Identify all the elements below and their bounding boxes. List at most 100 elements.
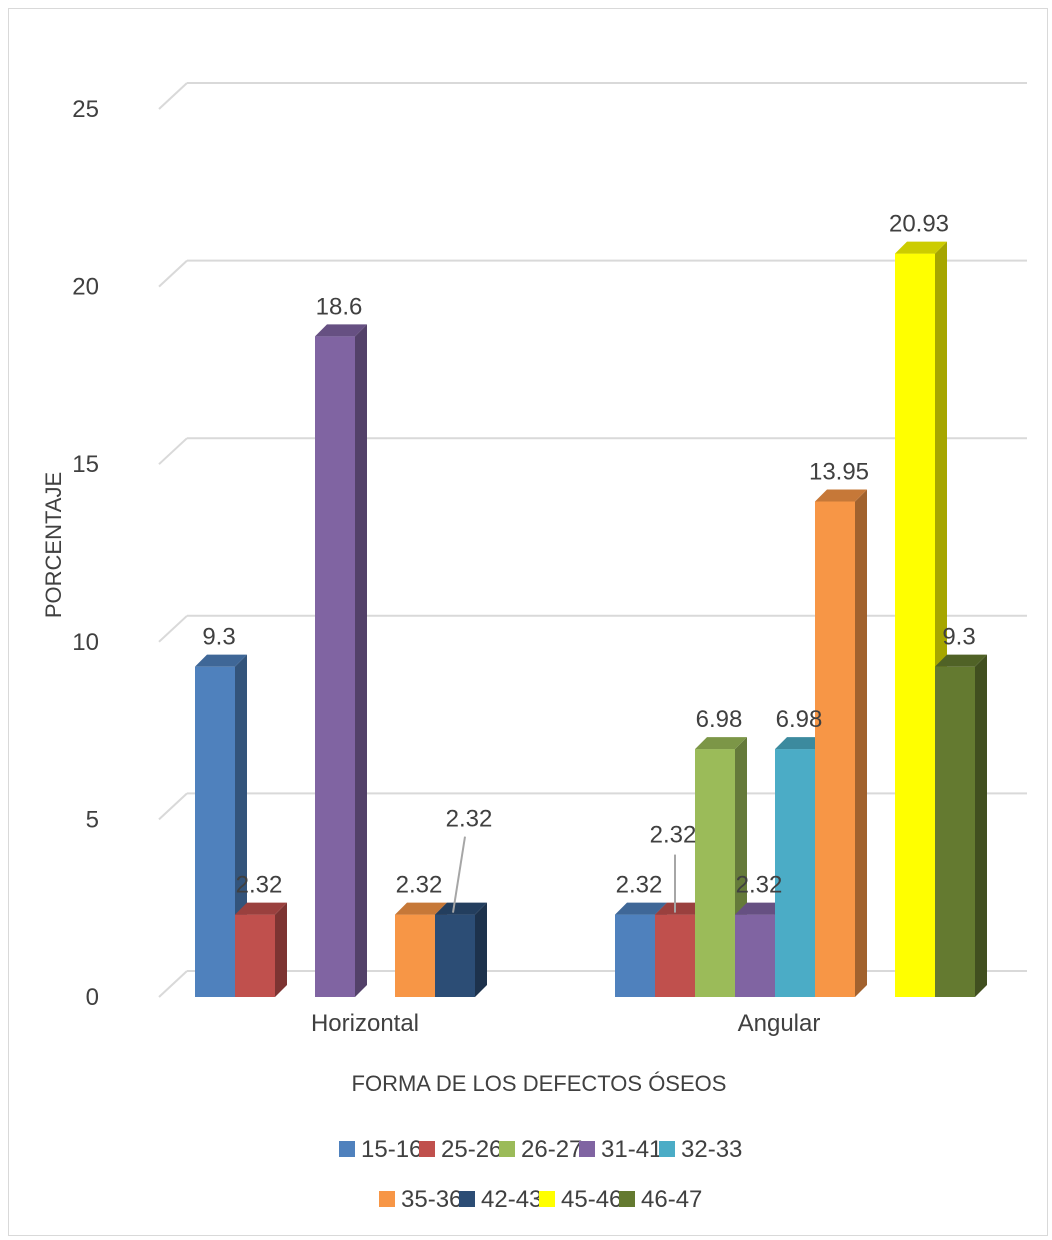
legend-label: 45-46 [561,1186,622,1213]
bar-top [775,737,827,750]
bar [435,902,487,997]
gridline-depth [158,437,188,465]
gridline-depth [158,615,188,643]
data-label: 9.3 [202,624,235,651]
bar-side [475,902,487,997]
bar-top [195,654,247,667]
bar-top [435,902,487,915]
bar [235,902,287,997]
bar-side [275,902,287,997]
bar-top [695,737,747,750]
bar [315,324,367,997]
data-label: 13.95 [809,458,869,485]
bar-front [395,914,435,997]
legend-item: 46-47 [619,1186,702,1213]
bar-front [695,749,735,997]
data-label: 18.6 [316,293,363,320]
data-label: 2.32 [446,806,493,833]
y-tick-label: 10 [72,629,99,656]
bar-front [815,501,855,997]
legend-item: 15-16 [339,1136,422,1163]
legend-label: 26-27 [521,1136,582,1163]
bar-top [895,241,947,254]
bar [815,489,867,997]
bar-top [315,324,367,337]
x-axis-title: FORMA DE LOS DEFECTOS ÓSEOS [352,1071,727,1096]
legend-label: 46-47 [641,1186,702,1213]
gridline-depth [158,970,188,998]
bar-top [935,654,987,667]
bar-front [935,666,975,997]
legend-swatch [339,1141,355,1157]
legend-label: 25-26 [441,1136,502,1163]
y-tick-label: 0 [86,984,99,1011]
legend-item: 45-46 [539,1186,622,1213]
bar-top [815,489,867,502]
data-label: 9.3 [942,624,975,651]
bar-front [735,914,775,997]
legend-label: 35-36 [401,1186,462,1213]
bar [935,654,987,997]
bar-front [615,914,655,997]
y-tick-label: 25 [72,96,99,123]
data-label: 6.98 [696,706,743,733]
legend-swatch [499,1141,515,1157]
legend-item: 35-36 [379,1186,462,1213]
data-label: 2.32 [650,822,697,849]
data-label: 2.32 [396,872,443,899]
bar-front [435,914,475,997]
legend-swatch [579,1141,595,1157]
bar-front [895,253,935,997]
data-label: 2.32 [616,872,663,899]
data-label: 6.98 [776,706,823,733]
legend: 15-16 25-26 26-27 31-41 32-33 35-36 42-43 45-46… [339,1136,742,1213]
bar-top [395,902,447,915]
gridline-depth [158,82,188,110]
leader-line [452,836,466,913]
legend-item: 26-27 [499,1136,582,1163]
data-label: 2.32 [736,872,783,899]
category-labels: Horizontal Angular [311,1010,820,1037]
bar-side [975,654,987,997]
bar-top [235,902,287,915]
y-tick-label: 20 [72,274,99,301]
bar-front [315,336,355,997]
y-tick-label: 15 [72,451,99,478]
legend-swatch [619,1191,635,1207]
data-labels: 9.3 2.32 18.6 2.32 2.32 2.32 2.32 6.98 2.32 6.98 1… [202,211,976,913]
bar-top [615,902,667,915]
y-axis-title: PORCENTAJE [41,472,66,618]
legend-swatch [459,1191,475,1207]
bar-front [775,749,815,997]
y-tick-label: 5 [86,806,99,833]
legend-label: 42-43 [481,1186,542,1213]
legend-item: 32-33 [659,1136,742,1163]
legend-swatch [539,1191,555,1207]
data-label: 20.93 [889,211,949,238]
bar-side [355,324,367,997]
gridline-depth [158,792,188,821]
legend-label: 32-33 [681,1136,742,1163]
y-tick-labels: 0 5 10 15 20 25 [72,96,99,1011]
legend-swatch [419,1141,435,1157]
bar-front [655,914,695,997]
legend-label: 15-16 [361,1136,422,1163]
legend-item: 42-43 [459,1186,542,1213]
bar [895,241,947,997]
legend-swatch [659,1141,675,1157]
bar-top [655,902,707,915]
legend-item: 31-41 [579,1136,662,1163]
bars [195,241,987,997]
bar-side [855,489,867,997]
bar-top [735,902,787,915]
data-label: 2.32 [236,872,283,899]
bar-front [235,914,275,997]
legend-swatch [379,1191,395,1207]
chart-svg: 9.3 2.32 18.6 2.32 2.32 2.32 2.32 6.98 2.32 6.98 1… [41,82,1027,1213]
gridline-depth [158,259,188,288]
legend-label: 31-41 [601,1136,662,1163]
bar-front [195,666,235,997]
legend-item: 25-26 [419,1136,502,1163]
category-label: Angular [738,1010,821,1037]
category-label: Horizontal [311,1010,419,1037]
